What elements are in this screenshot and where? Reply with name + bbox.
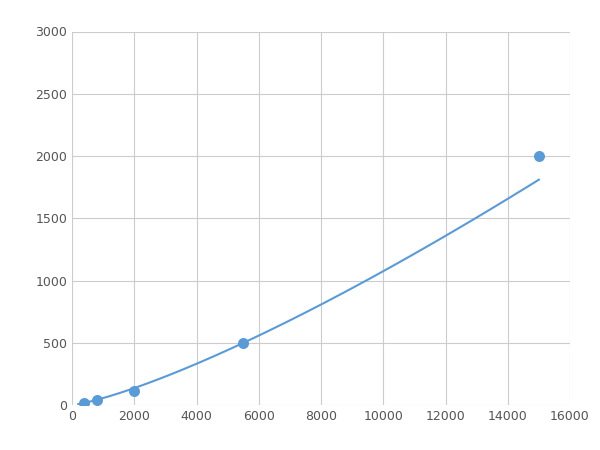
Point [80, 399, 89, 406]
Point [534, 153, 544, 160]
Point [92, 396, 102, 404]
Point [238, 339, 248, 346]
Point [130, 388, 139, 395]
